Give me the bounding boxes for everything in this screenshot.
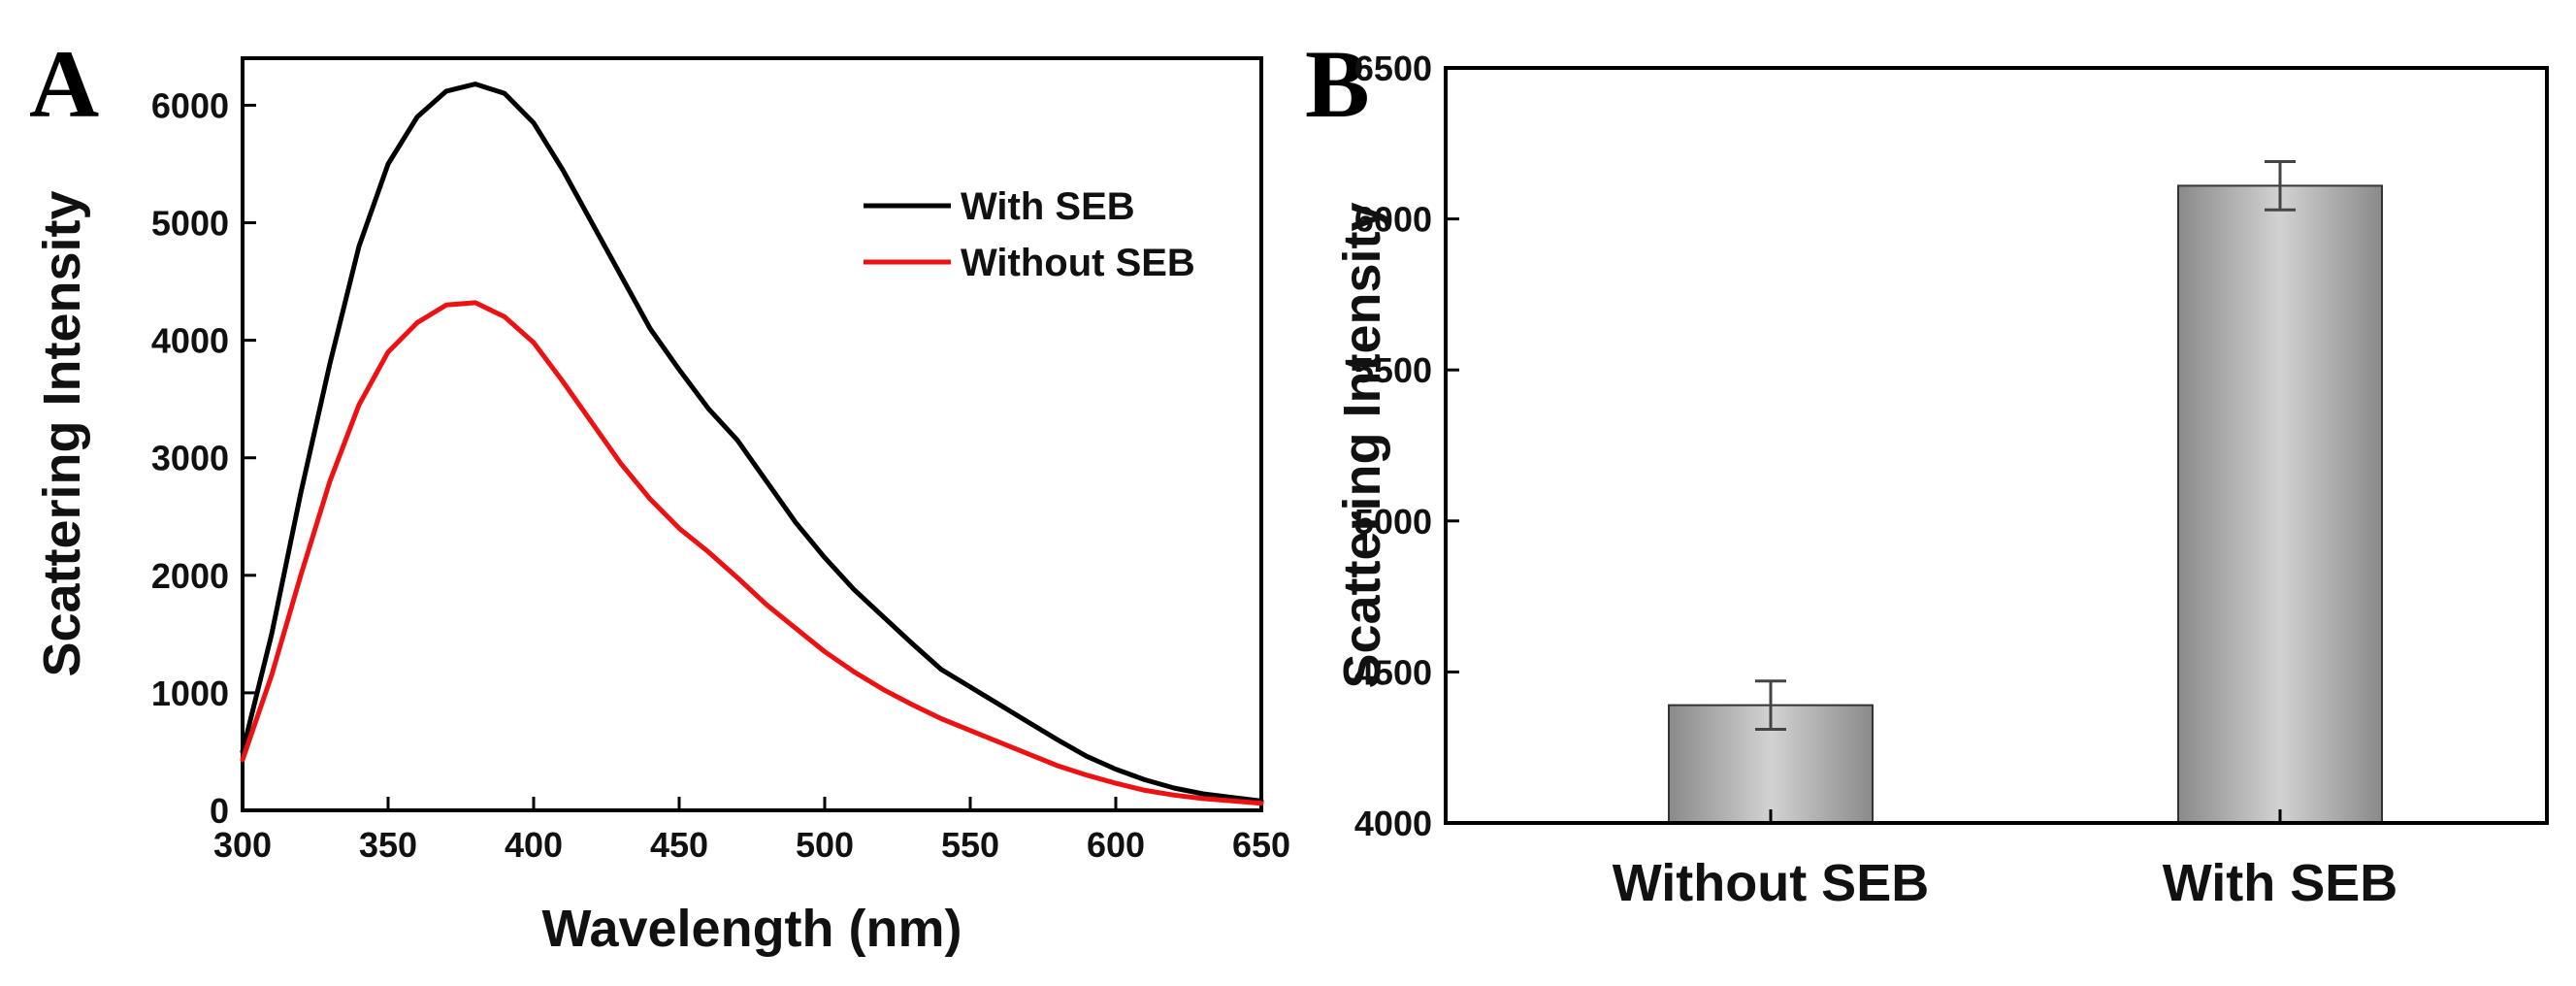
panel-a-legend: With SEB Without SEB [864, 185, 1195, 284]
panel-a-y-tick-label: 4000 [151, 321, 229, 361]
panel-b-category-labels: Without SEB With SEB [1613, 809, 2397, 912]
series-line-with-seb [240, 82, 1264, 804]
panel-a-plot-frame [241, 56, 1263, 812]
panel-b-y-ticks: 4000 4500 5000 5500 6000 6500 [1354, 49, 1459, 843]
panel-a-y-tick-label: 3000 [151, 439, 229, 478]
panel-b-y-tick-label: 5500 [1354, 350, 1432, 390]
panel-a-x-ticks: 300 350 400 450 500 550 600 650 [213, 797, 1290, 865]
panel-a-x-tick-label: 500 [796, 825, 854, 865]
category-label-without-seb: Without SEB [1613, 854, 1929, 912]
panel-a-x-tick-label: 600 [1087, 825, 1145, 865]
panel-a-x-tick-label: 400 [505, 825, 563, 865]
panel-a-x-axis-title: Wavelength (nm) [541, 900, 962, 958]
panel-a-y-axis-title: Scattering Intensity [33, 190, 91, 676]
category-label-with-seb: With SEB [2163, 854, 2398, 912]
panel-a-y-tick-label: 0 [210, 791, 229, 831]
panel-b-y-tick-label: 4000 [1354, 804, 1432, 843]
panel-a-x-tick-label: 450 [650, 825, 708, 865]
panel-b-y-tick-label: 6000 [1354, 200, 1432, 240]
panel-a-y-tick-label: 5000 [151, 204, 229, 244]
panel-a-y-tick-label: 1000 [151, 674, 229, 713]
panel-b-y-tick-label: 5000 [1354, 502, 1432, 542]
panel-a-y-ticks: 0 1000 2000 3000 4000 5000 6000 [151, 85, 256, 831]
bar-with-seb [2177, 184, 2383, 825]
panel-a-x-tick-label: 300 [213, 825, 272, 865]
legend-label-without-seb: Without SEB [961, 242, 1195, 284]
panel-a-x-tick-label: 550 [941, 825, 999, 865]
panel-b-label: B [1305, 30, 1370, 138]
legend-label-with-seb: With SEB [961, 185, 1135, 228]
series-line-without-seb [240, 300, 1264, 806]
panel-b-plot-frame [1444, 66, 2549, 825]
panel-a: A 300 350 400 450 500 550 600 650 0 1000 2000 3000… [29, 30, 1290, 958]
panel-b-y-tick-label: 6500 [1354, 49, 1432, 88]
panel-b-y-axis-title: Scattering Intensity [1333, 202, 1391, 688]
panel-a-y-tick-label: 6000 [151, 85, 229, 125]
panel-a-x-tick-label: 350 [359, 825, 417, 865]
panel-b-y-tick-label: 4500 [1354, 652, 1432, 692]
panel-a-series [240, 82, 1264, 806]
panel-a-x-tick-label: 650 [1232, 825, 1290, 865]
panel-b-bars [1668, 159, 2383, 825]
panel-a-label: A [29, 30, 99, 138]
panel-a-y-tick-label: 2000 [151, 556, 229, 596]
